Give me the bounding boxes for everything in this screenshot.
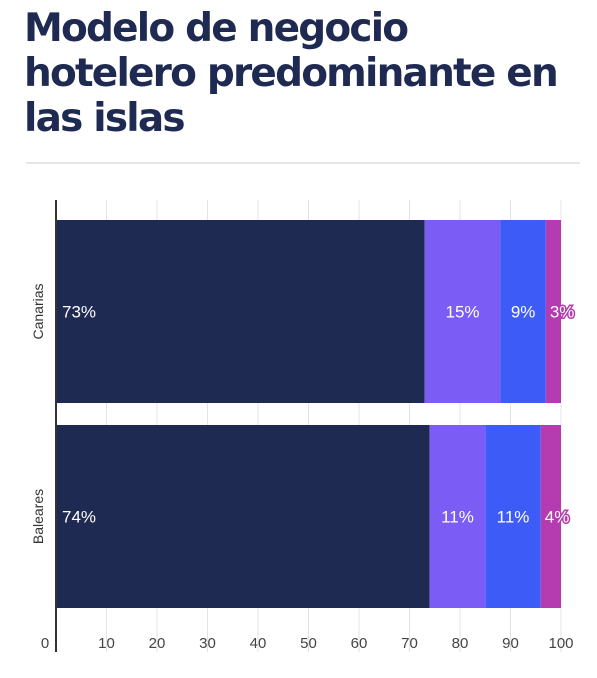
x-tick-label-0: 0 bbox=[41, 635, 49, 652]
x-tick-label-60: 60 bbox=[351, 635, 368, 652]
x-tick-label-70: 70 bbox=[401, 635, 418, 652]
x-tick-label-80: 80 bbox=[452, 635, 469, 652]
data-label-canarias-3: 9% bbox=[511, 303, 536, 322]
bar-baleares-segment-2 bbox=[429, 425, 486, 608]
bar-canarias-segment-4 bbox=[545, 220, 561, 403]
bar-baleares-segment-4 bbox=[540, 425, 561, 608]
bar-canarias-segment-1 bbox=[56, 220, 425, 403]
chart-title: Modelo de negocio hotelero predominante … bbox=[24, 6, 559, 141]
data-label-canarias-1: 73% bbox=[62, 303, 96, 322]
data-label-baleares-2: 11% bbox=[441, 508, 474, 527]
bar-baleares-segment-1 bbox=[56, 425, 430, 608]
axes: 0 10 20 30 40 50 60 70 80 90 100 Canarias Baleares bbox=[30, 200, 574, 652]
x-tick-label-90: 90 bbox=[502, 635, 519, 652]
bar-canarias-segment-2 bbox=[424, 220, 501, 403]
bar-baleares-segment-3 bbox=[485, 425, 541, 608]
x-tick-label-20: 20 bbox=[149, 635, 166, 652]
data-label-canarias-2: 15% bbox=[446, 303, 480, 322]
category-label-baleares: Baleares bbox=[30, 489, 46, 544]
bars bbox=[56, 220, 561, 608]
data-label-baleares-3: 11% bbox=[497, 508, 530, 527]
category-label-canarias: Canarias bbox=[30, 283, 46, 339]
x-tick-label-50: 50 bbox=[300, 635, 317, 652]
x-tick-label-100: 100 bbox=[548, 635, 573, 652]
x-tick-label-30: 30 bbox=[199, 635, 216, 652]
x-tick-label-40: 40 bbox=[250, 635, 267, 652]
data-label-baleares-4: 4% bbox=[545, 508, 570, 527]
x-tick-label-10: 10 bbox=[98, 635, 115, 652]
data-label-canarias-4: 3% bbox=[550, 303, 575, 322]
bar-canarias-segment-3 bbox=[500, 220, 546, 403]
title-divider bbox=[26, 162, 580, 164]
data-labels: 73% 15% 9% 3% 74% 11% 11% 4% bbox=[62, 301, 576, 528]
data-label-baleares-1: 74% bbox=[62, 508, 96, 527]
